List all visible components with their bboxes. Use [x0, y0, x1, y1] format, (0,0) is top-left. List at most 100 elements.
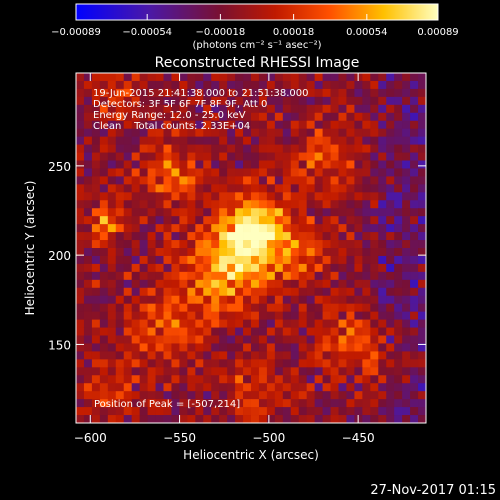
- heatmap-cell: [362, 335, 371, 344]
- heatmap-cell: [362, 255, 371, 265]
- heatmap-cell: [187, 359, 196, 368]
- heatmap-cell: [179, 88, 188, 98]
- heatmap-cell: [163, 176, 172, 185]
- heatmap-cell: [99, 73, 109, 82]
- heatmap-cell: [123, 303, 133, 313]
- heatmap-cell: [354, 271, 363, 281]
- heatmap-cell: [235, 255, 244, 265]
- heatmap-cell: [227, 255, 236, 265]
- heatmap-cell: [282, 144, 292, 153]
- heatmap-cell: [147, 319, 156, 328]
- heatmap-cell: [314, 375, 323, 384]
- heatmap-cell: [266, 327, 276, 336]
- heatmap-cell: [418, 224, 427, 233]
- heatmap-cell: [402, 168, 411, 177]
- heatmap-cell: [298, 160, 308, 169]
- heatmap-cell: [314, 96, 323, 106]
- heatmap-cell: [258, 168, 268, 177]
- heatmap-cell: [314, 383, 323, 392]
- heatmap-cell: [243, 311, 252, 320]
- heatmap-cell: [243, 343, 252, 352]
- heatmap-cell: [306, 295, 316, 305]
- heatmap-cell: [171, 351, 180, 360]
- heatmap-cell: [195, 407, 204, 416]
- heatmap-cell: [386, 271, 395, 281]
- heatmap-cell: [147, 168, 156, 177]
- heatmap-cell: [227, 96, 236, 106]
- heatmap-cell: [346, 136, 355, 145]
- heatmap-cell: [370, 216, 379, 225]
- heatmap-cell: [298, 208, 308, 217]
- heatmap-cell: [123, 192, 133, 201]
- heatmap-cell: [258, 311, 268, 320]
- heatmap-cell: [123, 311, 133, 320]
- heatmap-cell: [282, 271, 292, 281]
- heatmap-cell: [203, 383, 212, 392]
- heatmap-cell: [290, 136, 300, 145]
- heatmap-cell: [410, 192, 419, 201]
- heatmap-cell: [274, 303, 284, 313]
- heatmap-cell: [410, 112, 419, 122]
- heatmap-cell: [179, 224, 188, 233]
- heatmap-cell: [227, 224, 236, 233]
- heatmap-cell: [219, 391, 228, 400]
- heatmap-cell: [362, 208, 371, 217]
- heatmap-cell: [418, 128, 427, 138]
- heatmap-cell: [290, 383, 300, 392]
- heatmap-cell: [402, 271, 411, 281]
- colorbar: [75, 3, 439, 21]
- heatmap-cell: [410, 391, 419, 400]
- heatmap-cell: [99, 351, 109, 360]
- heatmap-cell: [330, 248, 339, 257]
- heatmap-cell: [227, 303, 236, 313]
- colorbar-tick-label: −0.00054: [122, 27, 172, 38]
- heatmap-cell: [115, 152, 125, 161]
- heatmap-cell: [258, 144, 268, 153]
- heatmap-cell: [99, 112, 109, 122]
- heatmap-cell: [195, 240, 204, 249]
- heatmap-cell: [258, 152, 268, 161]
- heatmap-cell: [147, 287, 156, 297]
- heatmap-cell: [139, 104, 148, 114]
- heatmap-cell: [203, 104, 212, 114]
- heatmap-cell: [179, 112, 188, 122]
- heatmap-cell: [306, 208, 316, 217]
- heatmap-cell: [258, 303, 268, 313]
- heatmap-cell: [346, 263, 355, 273]
- heatmap-cell: [76, 168, 85, 177]
- heatmap-cell: [187, 295, 196, 305]
- heatmap-cell: [338, 88, 347, 98]
- heatmap-cell: [83, 136, 93, 145]
- heatmap-cell: [187, 303, 196, 313]
- heatmap-cell: [338, 271, 347, 281]
- heatmap-cell: [139, 335, 148, 344]
- heatmap-cell: [107, 216, 117, 225]
- heatmap-cell: [370, 303, 379, 313]
- heatmap-cell: [418, 144, 427, 153]
- heatmap-cell: [139, 327, 148, 336]
- heatmap-cell: [115, 208, 125, 217]
- heatmap-cell: [179, 144, 188, 153]
- heatmap-cell: [195, 399, 204, 408]
- heatmap-cell: [362, 295, 371, 305]
- heatmap-cell: [227, 168, 236, 177]
- heatmap-cell: [354, 160, 363, 169]
- heatmap-cell: [107, 176, 117, 185]
- heatmap-cell: [99, 160, 109, 169]
- heatmap-cell: [282, 303, 292, 313]
- heatmap-cell: [386, 391, 395, 400]
- heatmap-cell: [330, 375, 339, 384]
- peak-position-label: Position of Peak = [-507,214]: [94, 399, 240, 410]
- heatmap-cell: [227, 415, 236, 424]
- heatmap-cell: [282, 176, 292, 185]
- heatmap-cell: [322, 367, 331, 376]
- heatmap-cell: [362, 240, 371, 249]
- heatmap-cell: [139, 176, 148, 185]
- heatmap-cell: [298, 391, 308, 400]
- heatmap-cell: [211, 208, 220, 217]
- heatmap-cell: [179, 351, 188, 360]
- heatmap-cell: [386, 168, 395, 177]
- heatmap-cell: [266, 375, 276, 384]
- heatmap-cell: [410, 208, 419, 217]
- heatmap-cell: [370, 176, 379, 185]
